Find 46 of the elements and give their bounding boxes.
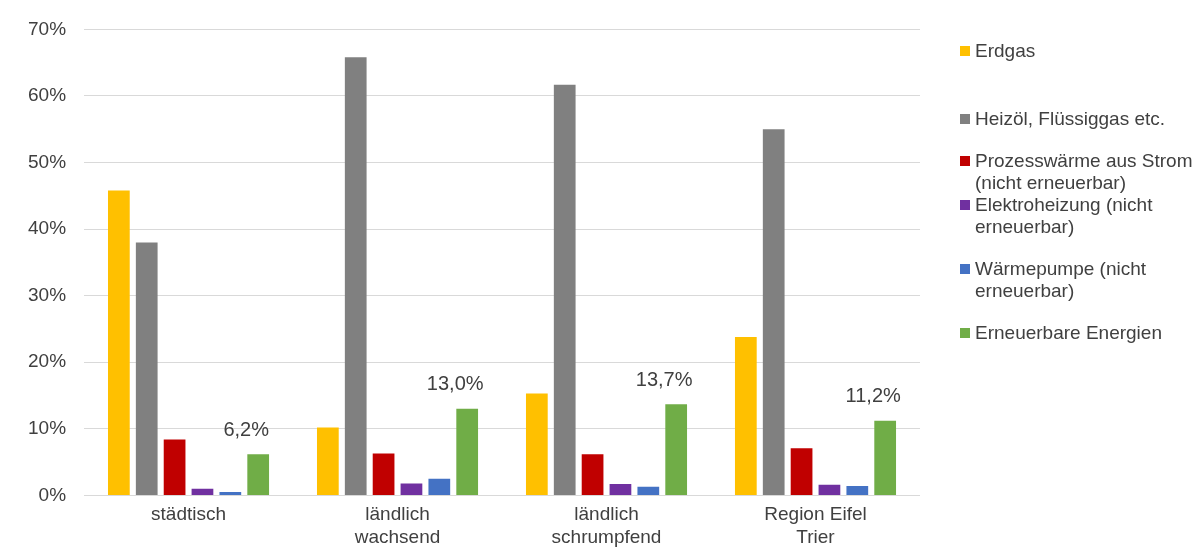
legend-label: Prozesswärme aus Strom (nicht erneuerbar) — [975, 150, 1194, 194]
bar — [553, 84, 576, 495]
x-tick-label: ländlich schrumpfend — [551, 503, 662, 547]
bar — [525, 393, 548, 495]
legend-label: Heizöl, Flüssiggas etc. — [975, 108, 1166, 130]
y-tick-label: 10% — [28, 417, 67, 439]
bar — [790, 448, 813, 495]
x-tick-label: Region Eifel Trier — [764, 503, 867, 547]
bar — [316, 427, 339, 495]
y-tick-label: 70% — [28, 17, 67, 39]
bar — [219, 492, 242, 495]
data-label: 11,2% — [845, 384, 901, 407]
bar — [344, 57, 367, 495]
data-label: 6,2% — [223, 417, 270, 440]
y-tick-label: 60% — [28, 84, 67, 106]
legend-label: Elektroheizung (nicht erneuerbar) — [975, 194, 1154, 238]
y-tick-label: 40% — [28, 217, 67, 239]
bar — [609, 484, 632, 495]
bar — [428, 478, 451, 495]
bar — [372, 453, 395, 495]
bar — [400, 483, 423, 495]
data-label: 13,7% — [635, 367, 693, 390]
bar — [456, 408, 479, 495]
legend-label: Erdgas — [975, 40, 1036, 62]
x-tick-label: städtisch — [151, 503, 227, 525]
legend-label: Erneuerbare Energien — [975, 322, 1162, 344]
y-tick-label: 20% — [28, 350, 67, 372]
bar — [107, 190, 130, 495]
y-tick-label: 0% — [38, 483, 67, 505]
bar — [581, 454, 604, 495]
y-tick-label: 30% — [28, 283, 67, 305]
bar — [247, 454, 270, 495]
bar — [874, 420, 897, 495]
legend-label: Wärmepumpe (nicht erneuerbar) — [975, 258, 1148, 302]
bar — [818, 484, 841, 495]
bar — [665, 404, 688, 495]
x-tick-label: ländlich wachsend — [353, 503, 441, 547]
bar — [135, 242, 158, 495]
bar — [191, 488, 214, 495]
data-label: 13,0% — [426, 372, 484, 395]
bar — [846, 486, 869, 495]
bar — [163, 439, 186, 495]
bar — [734, 336, 757, 495]
bar — [637, 486, 660, 495]
bar — [762, 129, 785, 495]
y-tick-label: 50% — [28, 150, 67, 172]
